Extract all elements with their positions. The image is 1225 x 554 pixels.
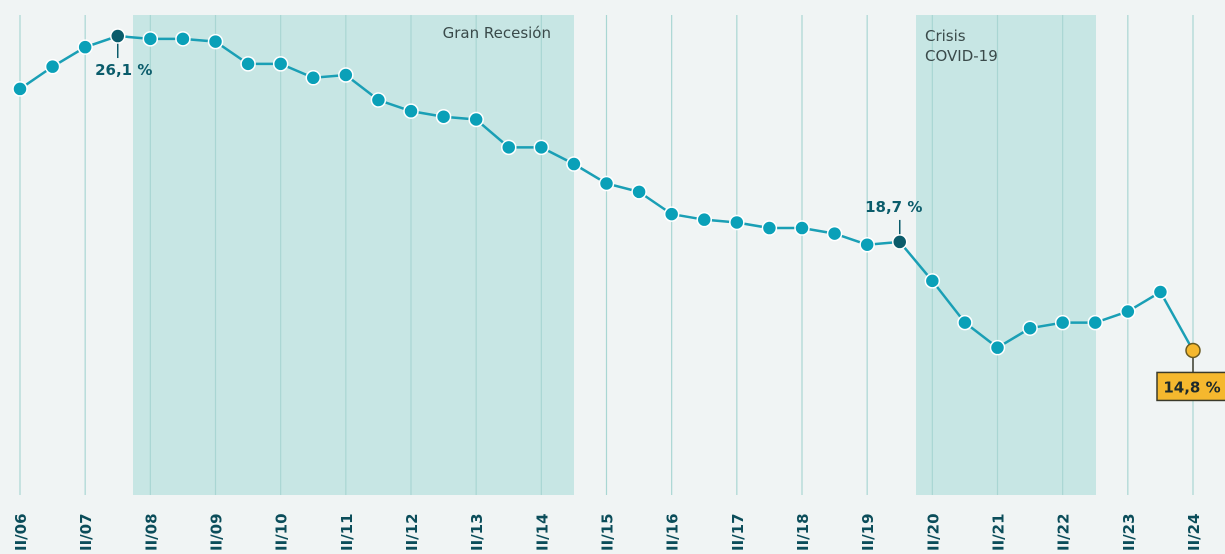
point xyxy=(729,214,745,231)
point xyxy=(989,339,1006,356)
point xyxy=(566,156,582,172)
point xyxy=(1120,303,1136,320)
covid-band xyxy=(916,15,1096,495)
value-label: 18,7 % xyxy=(865,198,922,216)
point xyxy=(1022,320,1038,336)
point xyxy=(240,56,256,72)
x-tick-label: II/12 xyxy=(403,513,421,551)
point xyxy=(305,70,321,86)
point xyxy=(501,139,517,156)
x-tick-label: II/24 xyxy=(1185,513,1203,551)
point xyxy=(142,31,159,47)
point xyxy=(1087,314,1103,331)
point xyxy=(1054,314,1071,331)
point xyxy=(44,58,61,75)
point xyxy=(338,67,354,83)
point xyxy=(826,225,843,242)
annotation: COVID-19 xyxy=(925,47,998,65)
x-tick-label: II/21 xyxy=(990,513,1008,551)
x-tick-label: II/20 xyxy=(924,513,942,551)
x-tick-label: II/23 xyxy=(1120,513,1138,551)
point xyxy=(533,139,550,156)
point xyxy=(957,314,973,331)
x-tick-label: II/11 xyxy=(338,513,356,551)
x-tick-label: II/14 xyxy=(533,513,551,551)
x-tick-label: II/10 xyxy=(273,513,291,551)
point xyxy=(631,184,647,200)
recession-band xyxy=(133,15,574,495)
point xyxy=(859,236,875,253)
value-label: 26,1 % xyxy=(95,61,152,79)
annotation: Crisis xyxy=(925,27,966,45)
point xyxy=(761,220,778,236)
point xyxy=(435,108,452,125)
point xyxy=(403,103,419,119)
point xyxy=(175,31,191,47)
point xyxy=(1185,342,1201,359)
label-box xyxy=(1156,371,1225,402)
point xyxy=(77,39,93,55)
point xyxy=(370,92,387,108)
x-tick-label: II/22 xyxy=(1055,513,1073,551)
x-tick-label: II/08 xyxy=(142,513,160,551)
value-label: 14,8 % xyxy=(1163,378,1220,396)
x-tick-label: II/18 xyxy=(794,513,812,551)
x-tick-label: II/17 xyxy=(729,513,747,551)
point xyxy=(110,28,126,44)
x-tick-label: II/15 xyxy=(599,513,617,551)
x-tick-label: II/09 xyxy=(208,513,226,551)
point xyxy=(207,33,224,50)
point xyxy=(696,211,712,228)
x-tick-label: II/06 xyxy=(12,513,30,551)
point xyxy=(598,175,615,192)
point xyxy=(1152,284,1169,300)
x-tick-label: II/19 xyxy=(859,513,877,551)
x-tick-label: II/16 xyxy=(664,513,682,551)
point xyxy=(892,234,908,250)
point xyxy=(794,220,810,236)
point xyxy=(12,81,28,97)
point xyxy=(924,273,941,289)
x-tick-label: II/13 xyxy=(468,513,486,551)
annotation: Gran Recesión xyxy=(443,24,551,42)
point xyxy=(272,56,289,72)
point xyxy=(468,111,484,128)
x-tick-label: II/07 xyxy=(77,513,95,551)
point xyxy=(663,206,680,222)
